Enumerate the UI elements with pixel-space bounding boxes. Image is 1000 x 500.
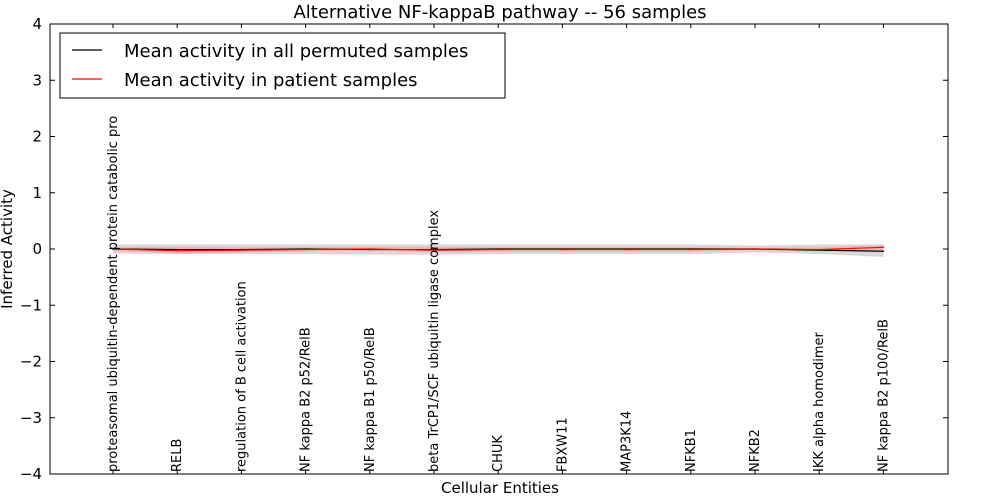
x-tick-label: MAP3K14 bbox=[620, 411, 635, 472]
series-0-point-1 bbox=[176, 248, 178, 251]
y-tick-label: 0 bbox=[32, 240, 42, 258]
x-tick-label: NF kappa B2 p100/RelB bbox=[876, 319, 891, 472]
y-tick-label: 2 bbox=[32, 128, 42, 146]
series-1-point-2 bbox=[240, 249, 243, 251]
series-1-point-11 bbox=[818, 248, 820, 251]
series-1-point-3 bbox=[304, 248, 307, 251]
x-tick-label: NF kappa B2 p52/RelB bbox=[299, 327, 314, 472]
series-1-point-9 bbox=[690, 248, 692, 251]
x-axis-label: Cellular Entities bbox=[441, 479, 559, 497]
y-axis: −4 −3 −2 −1 0 1 2 3 4 bbox=[20, 15, 948, 483]
y-tick-label: 4 bbox=[32, 15, 42, 33]
series-1-point-6 bbox=[497, 248, 500, 251]
x-tick-label: IKK alpha homodimer bbox=[812, 331, 827, 472]
x-tick-label: regulation of B cell activation bbox=[234, 281, 249, 472]
y-tick-label: −4 bbox=[20, 465, 42, 483]
legend-entry-permuted: Mean activity in all permuted samples bbox=[124, 41, 468, 62]
x-tick-label: beta TrCP1/SCF ubiquitin ligase complex bbox=[427, 210, 442, 472]
series-1-point-5 bbox=[433, 249, 435, 251]
series-1-point-10 bbox=[754, 248, 756, 250]
y-tick-label: 3 bbox=[32, 71, 42, 89]
y-tick-label: −3 bbox=[20, 409, 42, 427]
x-tick-label: proteasomal ubiquitin-dependent protein … bbox=[106, 116, 121, 472]
series-1-point-0 bbox=[112, 248, 114, 250]
chart-title: Alternative NF-kappaB pathway -- 56 samp… bbox=[293, 2, 706, 23]
series-1-point-12 bbox=[882, 246, 885, 249]
x-tick-label: FBXW11 bbox=[555, 417, 570, 472]
x-tick-label: NFKB2 bbox=[748, 429, 763, 472]
series-0-point-12 bbox=[882, 250, 885, 253]
series-1-point-4 bbox=[369, 248, 371, 250]
y-tick-label: −1 bbox=[20, 296, 42, 314]
plot-area: proteasomal ubiquitin-dependent protein … bbox=[106, 24, 891, 474]
series-1-point-8 bbox=[625, 248, 628, 251]
y-axis-label: Inferred Activity bbox=[0, 189, 16, 309]
legend-box bbox=[59, 32, 506, 99]
x-tick-label: RELB bbox=[170, 439, 185, 472]
legend-entry-patient: Mean activity in patient samples bbox=[124, 70, 418, 91]
series-1-point-7 bbox=[561, 248, 564, 251]
legend: Mean activity in all permuted samples Me… bbox=[59, 32, 506, 99]
y-tick-label: 1 bbox=[32, 184, 42, 202]
x-tick-label: NF kappa B1 p50/RelB bbox=[363, 327, 378, 472]
y-tick-label: −2 bbox=[20, 353, 42, 371]
series-1-point-1 bbox=[176, 249, 178, 252]
x-tick-label: CHUK bbox=[491, 435, 506, 472]
x-tick-label: NFKB1 bbox=[684, 429, 699, 472]
